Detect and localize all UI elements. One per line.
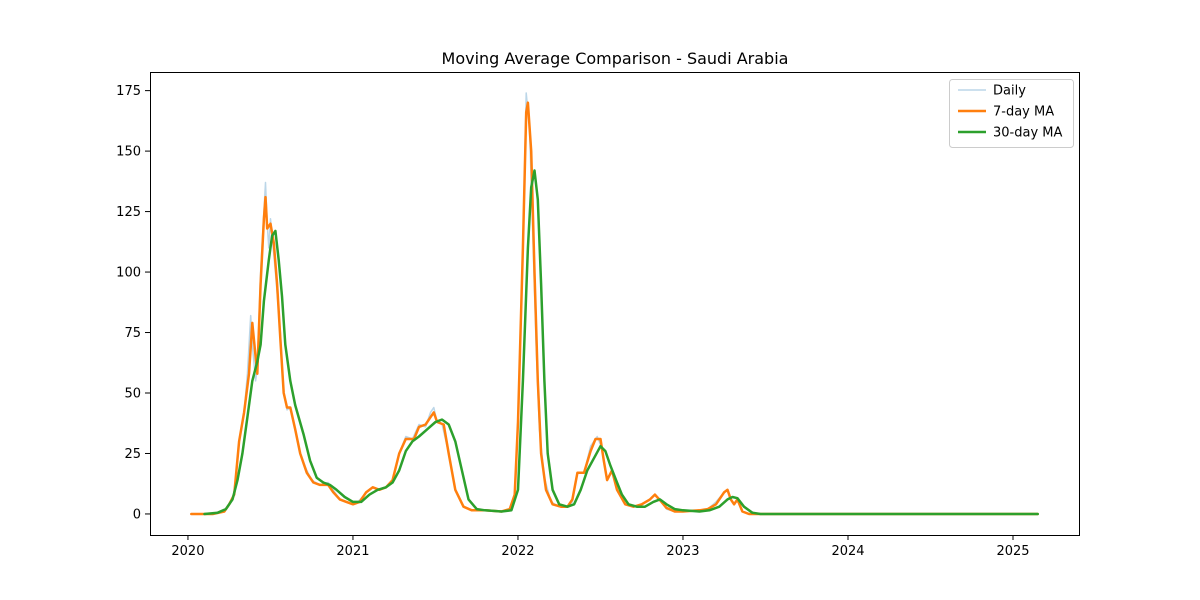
y-tick-label: 100 xyxy=(116,266,141,281)
y-tick-label: 175 xyxy=(116,84,141,99)
y-tick-label: 75 xyxy=(124,326,141,341)
legend: Daily 7-day MA 30-day MA xyxy=(949,79,1074,148)
x-axis: 2020 2021 2022 2023 2024 2025 xyxy=(171,535,1030,559)
x-tick-label: 2022 xyxy=(501,544,534,559)
chart-title: Moving Average Comparison - Saudi Arabia xyxy=(442,49,789,68)
legend-box xyxy=(949,79,1074,148)
y-tick-label: 150 xyxy=(116,145,141,160)
legend-label-7-day-ma: 7-day MA xyxy=(993,105,1054,120)
x-tick-label: 2021 xyxy=(336,544,369,559)
legend-label-30-day-ma: 30-day MA xyxy=(993,126,1062,141)
y-tick-label: 50 xyxy=(124,387,141,402)
plot-frame xyxy=(150,72,1080,536)
series-line-7-day-ma xyxy=(190,101,1039,516)
y-axis: 0 25 50 75 100 125 150 175 xyxy=(116,84,150,522)
x-tick-label: 2024 xyxy=(831,544,864,559)
x-tick-label: 2025 xyxy=(996,544,1029,559)
x-tick-label: 2023 xyxy=(666,544,699,559)
y-tick-label: 125 xyxy=(116,205,141,220)
legend-label-daily: Daily xyxy=(993,84,1026,99)
y-tick-label: 25 xyxy=(124,447,141,462)
series-layer xyxy=(190,92,1039,516)
series-line-30-day-ma xyxy=(203,169,1039,516)
x-tick-label: 2020 xyxy=(171,544,204,559)
y-tick-label: 0 xyxy=(133,507,141,522)
